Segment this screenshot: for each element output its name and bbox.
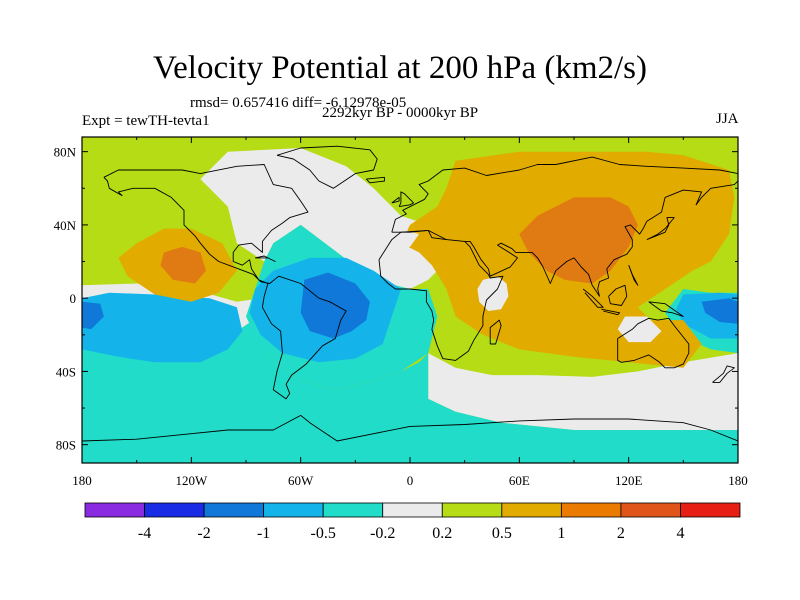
x-tick-label: 120E	[615, 473, 643, 488]
experiment-label: Expt = tewTH-tevta1	[82, 113, 210, 129]
coastline-segment	[582, 288, 604, 308]
coastline-segment	[608, 284, 628, 306]
colorbar-swatch	[680, 502, 741, 518]
axes-layer: 180 120W 60W 0 60E 120E 180 80N 40N 0 40S 80S	[54, 137, 748, 488]
coastline-segment	[378, 229, 447, 260]
colorbar-label: 4	[676, 525, 684, 542]
colorbar-swatch	[84, 502, 145, 518]
x-tick-label: 180	[728, 473, 748, 488]
coastline-segment	[276, 145, 378, 189]
contour-region-neutral-patch-australia	[617, 316, 662, 343]
rmsd-diff-stats: rmsd= 0.657416 diff= -6.12978e-05	[190, 95, 407, 111]
colorbar-swatch	[203, 502, 265, 518]
colorbar-swatch	[620, 502, 681, 518]
x-tick-label: 60W	[288, 473, 314, 488]
period-label: 2292kyr BP - 0000kyr BP	[322, 105, 479, 121]
colorbar-label: 2	[617, 525, 625, 542]
colorbar-label: 0.5	[492, 525, 512, 542]
colorbar-swatch	[263, 502, 324, 518]
coastline-segment	[646, 217, 675, 241]
chart-title: Velocity Potential at 200 hPa (km2/s)	[152, 50, 648, 86]
coastline-segment	[617, 317, 690, 369]
colorbar-swatch	[560, 502, 622, 518]
coastline-segment	[628, 265, 639, 286]
coastline-layer	[82, 145, 738, 442]
coastline-segment	[712, 365, 735, 383]
contour-region-strong-negative-south-america	[300, 272, 370, 339]
contour-region-neutral-band-south-indian	[428, 353, 738, 430]
colorbar-label: -4	[138, 525, 151, 542]
coastline-segment	[601, 308, 621, 316]
coastline-segment	[391, 180, 738, 297]
contour-region-strong-negative-east-pacific	[82, 301, 104, 330]
colorbar-swatch	[322, 502, 384, 518]
coastline-segment	[391, 156, 738, 233]
colorbar-swatch	[441, 502, 503, 518]
colorbar-swatch	[501, 502, 562, 518]
y-tick-label: 40N	[54, 218, 77, 233]
x-tick-label: 60E	[509, 473, 530, 488]
colorbar-swatch	[144, 502, 205, 518]
contour-region-neutral-patch-atlantic-corner	[359, 228, 420, 253]
coastline-segment	[378, 241, 504, 361]
coastline-segment	[398, 191, 415, 208]
coastline-segment	[82, 414, 738, 442]
contour-region-weak-negative-southern	[82, 311, 738, 463]
contour-fill-layer	[82, 137, 738, 463]
contour-region-strong-positive-asia	[519, 197, 638, 284]
y-tick-label: 40S	[56, 364, 76, 379]
y-tick-label: 80S	[56, 438, 76, 453]
x-tick-label: 180	[72, 473, 92, 488]
colorbar-label: -0.2	[370, 525, 395, 542]
colorbar-label: -0.5	[311, 525, 336, 542]
contour-region-strong-negative-west-pacific	[701, 298, 738, 324]
contour-region-negative-pacific	[82, 292, 243, 363]
colorbar-label: 0.2	[432, 525, 452, 542]
x-tick-label: 0	[407, 473, 414, 488]
colorbar-label: 1	[557, 525, 565, 542]
season-label: JJA	[716, 111, 739, 127]
colorbar-label: -2	[197, 525, 210, 542]
coastline-segment	[391, 196, 400, 204]
coastline-segment	[648, 301, 684, 317]
coastline-segment	[255, 255, 276, 262]
y-tick-label: 0	[70, 291, 77, 306]
coastline-segment	[489, 319, 502, 345]
x-tick-label: 120W	[175, 473, 208, 488]
y-tick-label: 80N	[54, 145, 77, 160]
coastline-segment	[365, 176, 385, 184]
colorbar-swatch	[382, 502, 443, 518]
contour-region-strong-positive-east-pacific	[160, 246, 206, 284]
contour-region-neutral-band-north-atlantic	[200, 148, 447, 289]
colorbar: -4 -2 -1 -0.5 -0.2 0.2 0.5 1 2 4	[84, 502, 741, 542]
coastline-segment	[103, 164, 347, 400]
colorbar-label: -1	[257, 525, 270, 542]
